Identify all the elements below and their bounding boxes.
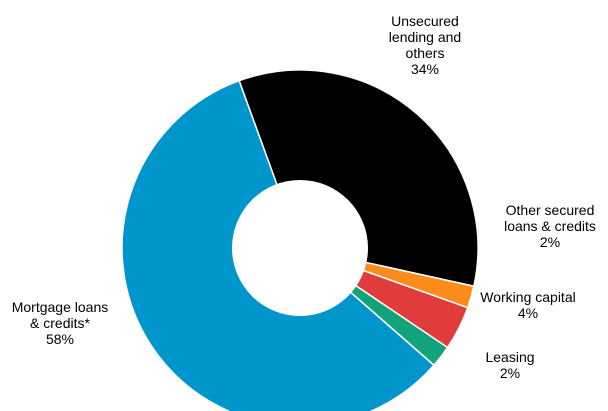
slice-label-mortgage-loans-credits: Mortgage loans & credits* 58% — [12, 299, 109, 347]
slice-label-leasing: Leasing 2% — [485, 349, 534, 381]
slice-label-unsecured-lending-and-others: Unsecured lending and others 34% — [389, 13, 461, 77]
slice-label-other-secured-loans-credits: Other secured loans & credits 2% — [504, 202, 596, 250]
slice-labels: Unsecured lending and others 34% Other secur… — [12, 13, 596, 381]
donut-hole — [232, 180, 368, 316]
slice-label-working-capital: Working capital 4% — [480, 289, 575, 321]
